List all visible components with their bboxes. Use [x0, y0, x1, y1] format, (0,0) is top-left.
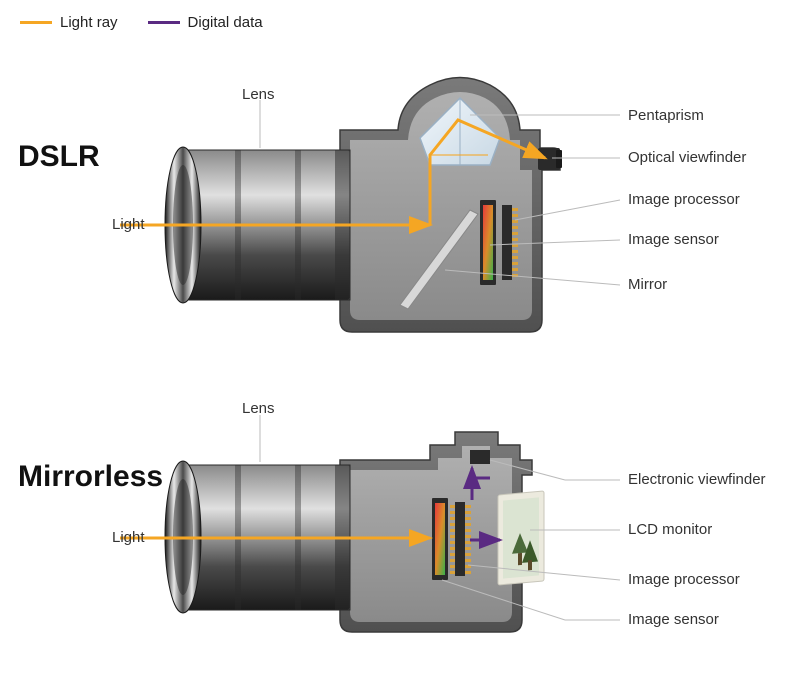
dslr-pentaprism-label: Pentaprism — [628, 107, 704, 124]
mirrorless-sensor-label: Image sensor — [628, 611, 719, 628]
dslr-optical-vf-label: Optical viewfinder — [628, 149, 746, 166]
mirrorless-sensor-icon — [432, 498, 448, 580]
dslr-processor-label: Image processor — [628, 191, 740, 208]
mirrorless-group — [120, 415, 620, 632]
dslr-lens-label: Lens — [242, 86, 275, 103]
dslr-light-label: Light — [112, 216, 145, 233]
mirrorless-processor-label: Image processor — [628, 571, 740, 588]
mirrorless-lcd-label: LCD monitor — [628, 521, 712, 538]
dslr-sensor-label: Image sensor — [628, 231, 719, 248]
dslr-mirror-label: Mirror — [628, 276, 667, 293]
mirrorless-lens-label: Lens — [242, 400, 275, 417]
mirrorless-light-label: Light — [112, 529, 145, 546]
evf-icon — [470, 450, 490, 464]
lcd-monitor-icon — [498, 491, 544, 585]
dslr-group — [120, 78, 620, 333]
dslr-sensor-icon — [480, 200, 496, 285]
mirrorless-evf-label: Electronic viewfinder — [628, 471, 766, 488]
